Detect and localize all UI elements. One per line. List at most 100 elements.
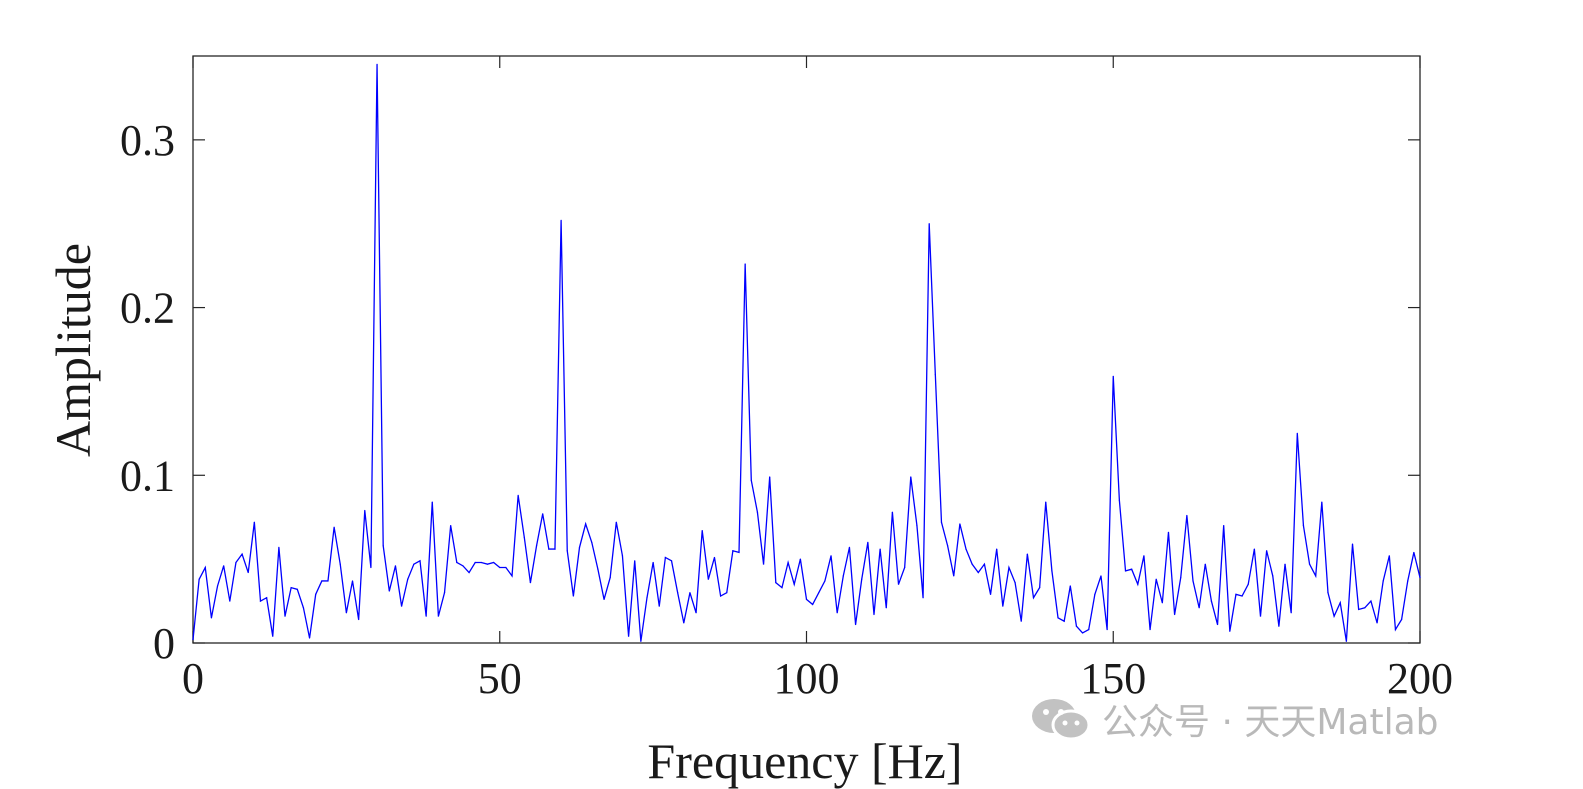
data-point <box>572 595 574 597</box>
data-point <box>762 563 765 565</box>
data-point <box>677 592 679 594</box>
data-point <box>996 548 998 550</box>
data-point <box>1137 583 1139 585</box>
data-point <box>634 560 636 562</box>
data-point <box>805 598 808 600</box>
data-point <box>689 592 691 594</box>
data-point <box>529 582 532 584</box>
data-point <box>1161 602 1163 604</box>
data-point <box>720 595 722 597</box>
data-point <box>621 555 624 557</box>
data-point <box>959 523 961 525</box>
data-point <box>480 561 482 564</box>
data-point <box>578 546 581 549</box>
data-point <box>1100 575 1102 577</box>
data-point <box>701 530 703 532</box>
data-point <box>1075 625 1078 627</box>
data-point <box>713 556 716 559</box>
data-point <box>1296 432 1298 434</box>
amplitude-series-line <box>192 64 1421 642</box>
data-point <box>302 607 305 609</box>
data-point <box>873 613 875 616</box>
data-point <box>940 521 943 523</box>
data-point <box>1272 575 1274 577</box>
data-point <box>296 588 298 590</box>
y-tick-label: 0.1 <box>120 451 175 500</box>
data-point <box>934 374 936 376</box>
data-point <box>750 479 752 481</box>
data-point <box>370 566 372 569</box>
data-point <box>910 476 912 478</box>
data-point <box>1088 628 1090 631</box>
data-point <box>799 558 801 560</box>
data-point <box>1008 566 1010 569</box>
x-tick-label: 50 <box>478 654 522 703</box>
data-point <box>1235 593 1237 595</box>
data-point <box>989 593 992 595</box>
plot-area <box>192 55 1421 644</box>
data-point <box>591 541 593 543</box>
data-point <box>493 561 495 564</box>
watermark: 公众号 · 天天Matlab <box>1030 694 1438 744</box>
data-point <box>358 618 360 621</box>
data-point <box>1223 525 1225 527</box>
data-point <box>627 635 630 637</box>
data-point <box>1388 555 1390 557</box>
data-point <box>351 580 354 582</box>
data-point <box>333 526 335 528</box>
data-point <box>1106 628 1108 631</box>
y-axis-label: Amplitude <box>45 243 101 457</box>
data-point <box>517 494 519 497</box>
data-point <box>1180 576 1182 579</box>
data-point <box>830 555 832 557</box>
data-point <box>235 561 237 564</box>
x-axis-label: Frequency [Hz] <box>647 733 962 789</box>
data-point <box>879 548 881 550</box>
data-point <box>1192 580 1194 582</box>
data-point <box>1376 622 1378 624</box>
data-point <box>548 548 550 550</box>
data-point <box>1259 615 1262 617</box>
data-point <box>781 587 783 589</box>
data-point-marks <box>192 63 1421 642</box>
data-point <box>603 598 605 600</box>
data-point <box>1370 600 1372 602</box>
data-point <box>1400 618 1403 621</box>
data-point <box>210 617 213 619</box>
data-point <box>615 521 617 523</box>
y-tick-label: 0.2 <box>120 284 175 333</box>
data-point <box>468 571 470 574</box>
wechat-icon <box>1032 699 1091 741</box>
data-point <box>511 575 513 577</box>
data-point <box>1407 580 1409 582</box>
data-point <box>1321 501 1323 503</box>
data-point <box>1247 583 1249 585</box>
data-point <box>664 556 666 559</box>
data-point <box>566 550 568 552</box>
data-point <box>1382 580 1384 582</box>
data-point <box>450 525 452 527</box>
x-tick-marks <box>192 56 1421 643</box>
data-point <box>535 545 538 547</box>
data-point <box>585 523 587 525</box>
y-tick-labels: 0 0.1 0.2 0.3 <box>120 116 175 668</box>
data-point <box>1364 607 1366 609</box>
data-point <box>1284 563 1286 565</box>
data-point <box>388 590 390 592</box>
data-point <box>1032 597 1035 599</box>
data-point <box>204 566 206 569</box>
data-point <box>542 513 544 515</box>
y-tick-label: 0.3 <box>120 116 175 165</box>
data-point <box>437 615 439 617</box>
x-tick-labels: 0 50 100 150 200 <box>182 654 1453 703</box>
data-point <box>229 600 231 602</box>
data-point <box>885 607 887 609</box>
data-point <box>425 615 427 617</box>
data-point <box>971 563 973 565</box>
data-point <box>732 550 734 552</box>
data-point <box>1051 570 1053 572</box>
data-point <box>916 525 918 527</box>
data-point <box>1253 548 1255 550</box>
x-tick-label: 100 <box>774 654 840 703</box>
